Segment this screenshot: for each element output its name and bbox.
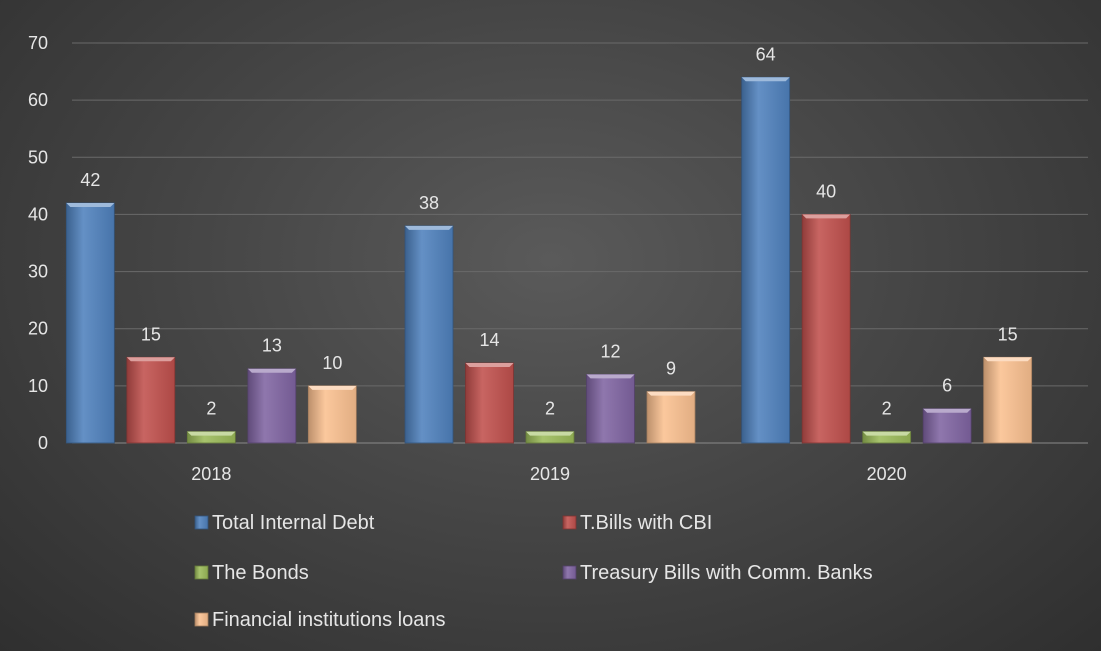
bar-2019-0 — [404, 225, 454, 444]
y-tick-label: 10 — [28, 376, 48, 396]
data-label: 14 — [479, 330, 499, 350]
data-label: 2 — [882, 399, 892, 419]
data-labels: 42 15 2 13 10 38 14 2 12 9 64 40 2 6 15 — [80, 44, 1017, 418]
legend-swatch — [194, 515, 209, 530]
legend-swatch — [562, 515, 577, 530]
y-tick-label: 60 — [28, 90, 48, 110]
data-label: 10 — [322, 353, 342, 373]
y-axis-ticks: 0 10 20 30 40 50 60 70 — [28, 33, 48, 453]
bar-2020-3 — [922, 408, 972, 444]
category-labels: 2018 2019 2020 — [191, 464, 906, 484]
bar-2018-3 — [247, 368, 297, 444]
bar-2018-2 — [186, 431, 236, 444]
y-tick-label: 40 — [28, 204, 48, 224]
legend-item-4: Financial institutions loans — [194, 609, 445, 631]
y-tick-label: 30 — [28, 262, 48, 282]
legend-label: Total Internal Debt — [212, 512, 375, 534]
y-tick-label: 0 — [38, 433, 48, 453]
data-label: 9 — [666, 359, 676, 379]
data-label: 64 — [756, 44, 776, 64]
legend-label: Financial institutions loans — [212, 609, 445, 631]
x-tick-label: 2018 — [191, 464, 231, 484]
x-tick-label: 2020 — [867, 464, 907, 484]
y-tick-label: 70 — [28, 33, 48, 53]
bar-2019-4 — [646, 391, 696, 444]
legend-label: Treasury Bills with Comm. Banks — [580, 562, 873, 584]
data-label: 42 — [80, 170, 100, 190]
data-label: 2 — [545, 399, 555, 419]
bar-2020-1 — [801, 214, 851, 444]
bar-2019-2 — [525, 431, 575, 444]
legend-swatch — [562, 565, 577, 580]
legend-swatch — [194, 612, 209, 627]
bar-2018-0 — [65, 202, 115, 444]
data-label: 38 — [419, 193, 439, 213]
data-label: 2 — [206, 399, 216, 419]
legend-label: The Bonds — [212, 562, 309, 584]
legend-item-2: The Bonds — [194, 562, 309, 584]
bar-2020-2 — [862, 431, 912, 444]
data-label: 6 — [942, 376, 952, 396]
bar-2018-4 — [307, 385, 357, 444]
data-label: 15 — [141, 324, 161, 344]
bar-2019-3 — [586, 374, 635, 444]
y-tick-label: 20 — [28, 319, 48, 339]
bar-2019-1 — [465, 362, 514, 444]
bar-2020-0 — [741, 76, 791, 444]
legend-label: T.Bills with CBI — [580, 512, 712, 534]
legend-item-3: Treasury Bills with Comm. Banks — [562, 562, 873, 584]
bar-2020-4 — [983, 356, 1033, 444]
legend-item-1: T.Bills with CBI — [562, 512, 712, 534]
gridlines — [72, 42, 1088, 444]
data-label: 13 — [262, 336, 282, 356]
data-label: 40 — [816, 181, 836, 201]
bars — [65, 76, 1033, 444]
x-tick-label: 2019 — [530, 464, 570, 484]
bar-2018-1 — [126, 356, 176, 444]
legend-item-0: Total Internal Debt — [194, 512, 375, 534]
data-label: 12 — [600, 341, 620, 361]
y-tick-label: 50 — [28, 147, 48, 167]
legend-swatch — [194, 565, 209, 580]
data-label: 15 — [998, 324, 1018, 344]
legend: Total Internal Debt T.Bills with CBI The B… — [194, 512, 873, 631]
